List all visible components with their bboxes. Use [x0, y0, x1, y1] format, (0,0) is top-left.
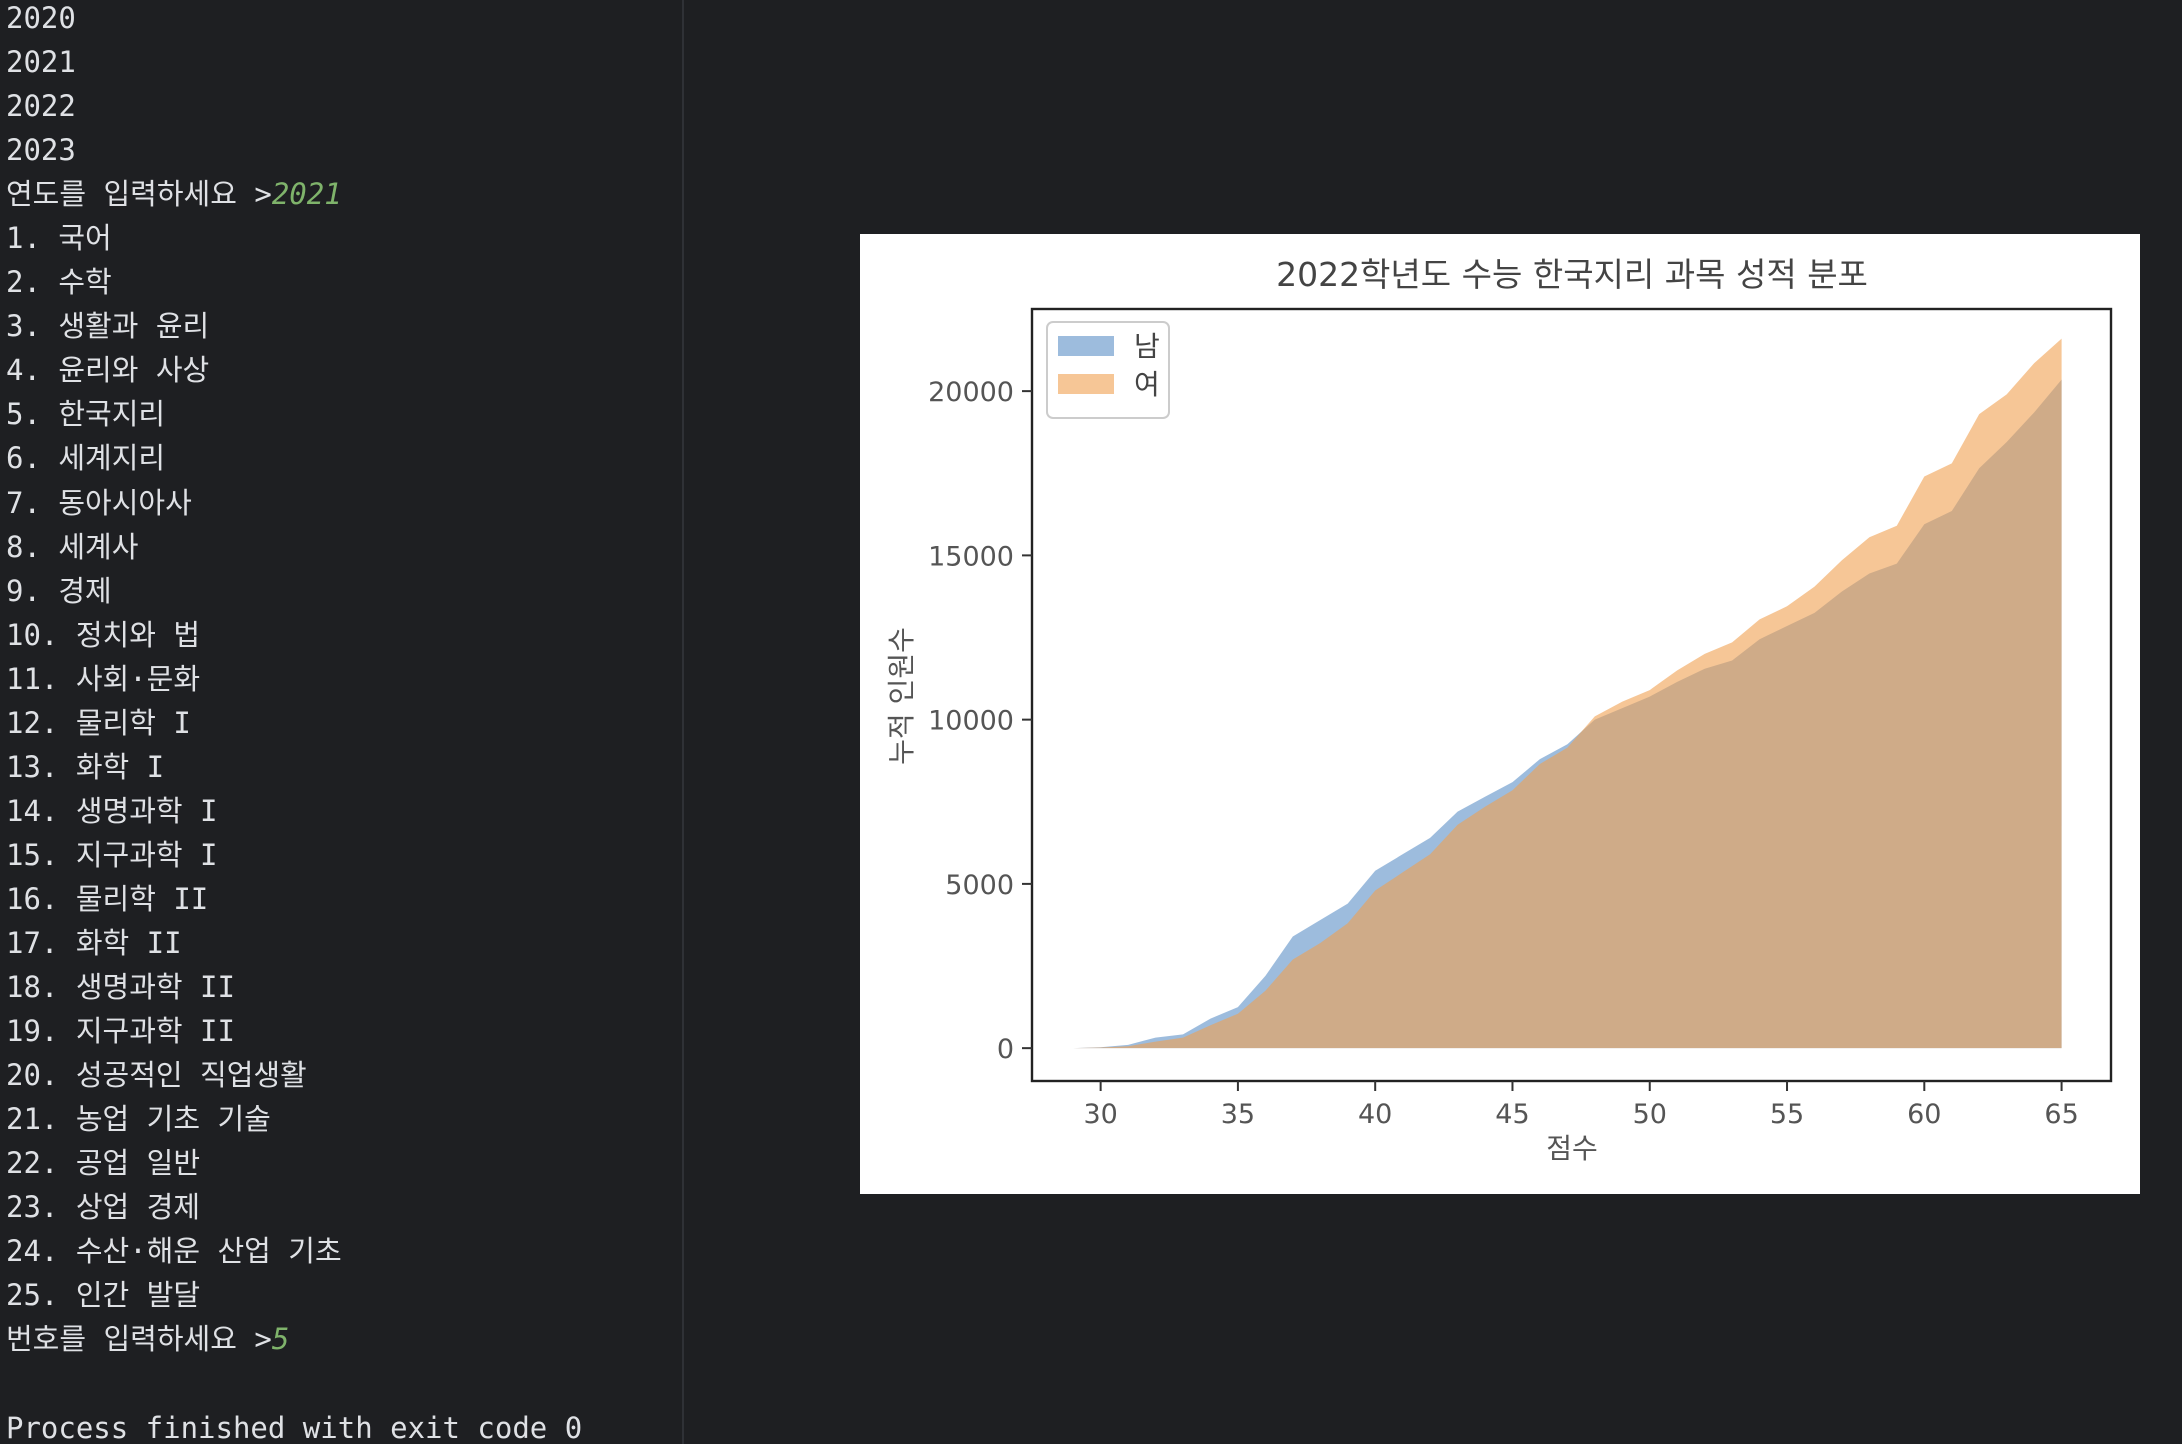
console-line-text: 2021 — [6, 45, 76, 80]
console-line: 2020 — [6, 0, 682, 44]
console-line-text: 11. 사회·문화 — [6, 661, 201, 696]
console-line-text: 연도를 입력하세요 > — [6, 177, 272, 212]
console-line: 2021 — [6, 44, 682, 88]
console-line-text: 5. 한국지리 — [6, 397, 166, 432]
console-line: 6. 세계지리 — [6, 440, 682, 484]
console-line-text: 16. 물리학 II — [6, 881, 209, 916]
console-line: 5. 한국지리 — [6, 396, 682, 440]
console-line-text: 13. 화학 I — [6, 749, 165, 784]
console-line: 2. 수학 — [6, 264, 682, 308]
console-line-text: 25. 인간 발달 — [6, 1278, 201, 1313]
x-axis-label: 점수 — [1546, 1132, 1598, 1165]
console-line: 연도를 입력하세요 >2021 — [6, 176, 682, 220]
console-line-text: 3. 생활과 윤리 — [6, 309, 210, 344]
console-line: 23. 상업 경제 — [6, 1189, 682, 1233]
console-line-text: 10. 정치와 법 — [6, 617, 201, 652]
console-line-text: 17. 화학 II — [6, 925, 182, 960]
y-axis-label: 누적 인원수 — [885, 627, 918, 765]
console-line-text: 2020 — [6, 1, 76, 35]
console-line: 13. 화학 I — [6, 749, 682, 793]
chart-title: 2022학년도 수능 한국지리 과목 성적 분포 — [1276, 255, 1868, 294]
console-line: 24. 수산·해운 산업 기초 — [6, 1233, 682, 1277]
console-line: 2022 — [6, 88, 682, 132]
console-line: 10. 정치와 법 — [6, 617, 682, 661]
run-console[interactable]: 2020 2021 2022 2023 연도를 입력하세요 >2021 1. 국어 2. 수… — [0, 0, 684, 1444]
console-line: 번호를 입력하세요 >5 — [6, 1321, 682, 1365]
console-line: 16. 물리학 II — [6, 881, 682, 925]
chart-figure: 2022학년도 수능 한국지리 과목 성적 분포 30 35 40 45 50 55 60 6… — [860, 234, 2140, 1194]
console-line-text: 6. 세계지리 — [6, 441, 166, 476]
console-line: 17. 화학 II — [6, 925, 682, 969]
legend-label-male: 남 — [1134, 330, 1160, 363]
console-line-text: Process finished with exit code 0 — [6, 1410, 583, 1444]
y-tick-label: 0 — [997, 1034, 1014, 1065]
console-line: 15. 지구과학 I — [6, 837, 682, 881]
console-line: 25. 인간 발달 — [6, 1277, 682, 1321]
x-axis: 30 35 40 45 50 55 60 65 — [1083, 1081, 2079, 1130]
console-line-text: 19. 지구과학 II — [6, 1014, 235, 1049]
console-line-text: 8. 세계사 — [6, 529, 139, 564]
console-line-text: 14. 생명과학 I — [6, 793, 218, 828]
axes-frame — [1030, 307, 2113, 1083]
y-tick-label: 15000 — [928, 541, 1014, 572]
console-line: 3. 생활과 윤리 — [6, 308, 682, 352]
y-axis: 0 5000 10000 15000 20000 — [928, 377, 1032, 1065]
console-line: 20. 성공적인 직업생활 — [6, 1057, 682, 1101]
console-line-text: 2022 — [6, 89, 76, 124]
console-line: 1. 국어 — [6, 220, 682, 264]
console-line-text: 15. 지구과학 I — [6, 837, 218, 872]
console-line-text: 24. 수산·해운 산업 기초 — [6, 1234, 342, 1269]
console-line: 22. 공업 일반 — [6, 1145, 682, 1189]
x-tick-label: 35 — [1221, 1099, 1255, 1130]
console-line: 4. 윤리와 사상 — [6, 352, 682, 396]
console-line: Process finished with exit code 0 — [6, 1410, 682, 1444]
console-line-text: 번호를 입력하세요 > — [6, 1322, 272, 1357]
x-tick-label: 60 — [1907, 1099, 1941, 1130]
area-chart: 2022학년도 수능 한국지리 과목 성적 분포 30 35 40 45 50 55 60 6… — [885, 255, 2113, 1165]
console-line: 11. 사회·문화 — [6, 661, 682, 705]
console-line: 12. 물리학 I — [6, 705, 682, 749]
x-tick-label: 55 — [1770, 1099, 1804, 1130]
y-tick-label: 20000 — [928, 377, 1014, 408]
x-tick-label: 30 — [1083, 1099, 1117, 1130]
console-line: 21. 농업 기초 기술 — [6, 1101, 682, 1145]
y-tick-label: 10000 — [928, 706, 1014, 737]
console-line — [6, 1365, 682, 1409]
console-line: 7. 동아시아사 — [6, 485, 682, 529]
y-tick-label: 5000 — [945, 870, 1014, 901]
console-line-text: 20. 성공적인 직업생활 — [6, 1058, 307, 1093]
console-line-text: 12. 물리학 I — [6, 705, 191, 740]
console-line-text: 7. 동아시아사 — [6, 485, 192, 520]
console-line-text: 18. 생명과학 II — [6, 970, 235, 1005]
console-line-text: 1. 국어 — [6, 221, 112, 256]
console-line: 9. 경제 — [6, 573, 682, 617]
console-line-text: 2023 — [6, 133, 76, 168]
chart-legend: 남여 — [1046, 321, 1170, 419]
series-area-female — [1073, 338, 2062, 1049]
console-output: 2020 2021 2022 2023 연도를 입력하세요 >2021 1. 국어 2. 수… — [0, 0, 682, 1444]
console-user-input: 5 — [271, 1322, 290, 1357]
console-line: 8. 세계사 — [6, 529, 682, 573]
x-tick-label: 40 — [1358, 1099, 1392, 1130]
console-line: 19. 지구과학 II — [6, 1013, 682, 1057]
legend-swatch-male — [1058, 336, 1114, 356]
console-user-input: 2021 — [271, 177, 342, 212]
console-line-text: 22. 공업 일반 — [6, 1146, 201, 1181]
console-line-text: 23. 상업 경제 — [6, 1190, 201, 1225]
console-line-text: 9. 경제 — [6, 573, 112, 608]
legend-swatch-female — [1058, 374, 1114, 394]
legend-label-female: 여 — [1134, 368, 1160, 401]
x-tick-label: 45 — [1495, 1099, 1529, 1130]
console-line: 14. 생명과학 I — [6, 793, 682, 837]
x-tick-label: 50 — [1633, 1099, 1667, 1130]
console-line-text: 21. 농업 기초 기술 — [6, 1102, 271, 1137]
console-line-text: 4. 윤리와 사상 — [6, 353, 210, 388]
console-line: 18. 생명과학 II — [6, 969, 682, 1013]
console-line-text: 2. 수학 — [6, 265, 112, 300]
x-tick-label: 65 — [2044, 1099, 2078, 1130]
plot-area — [1073, 338, 2062, 1049]
console-line: 2023 — [6, 132, 682, 176]
